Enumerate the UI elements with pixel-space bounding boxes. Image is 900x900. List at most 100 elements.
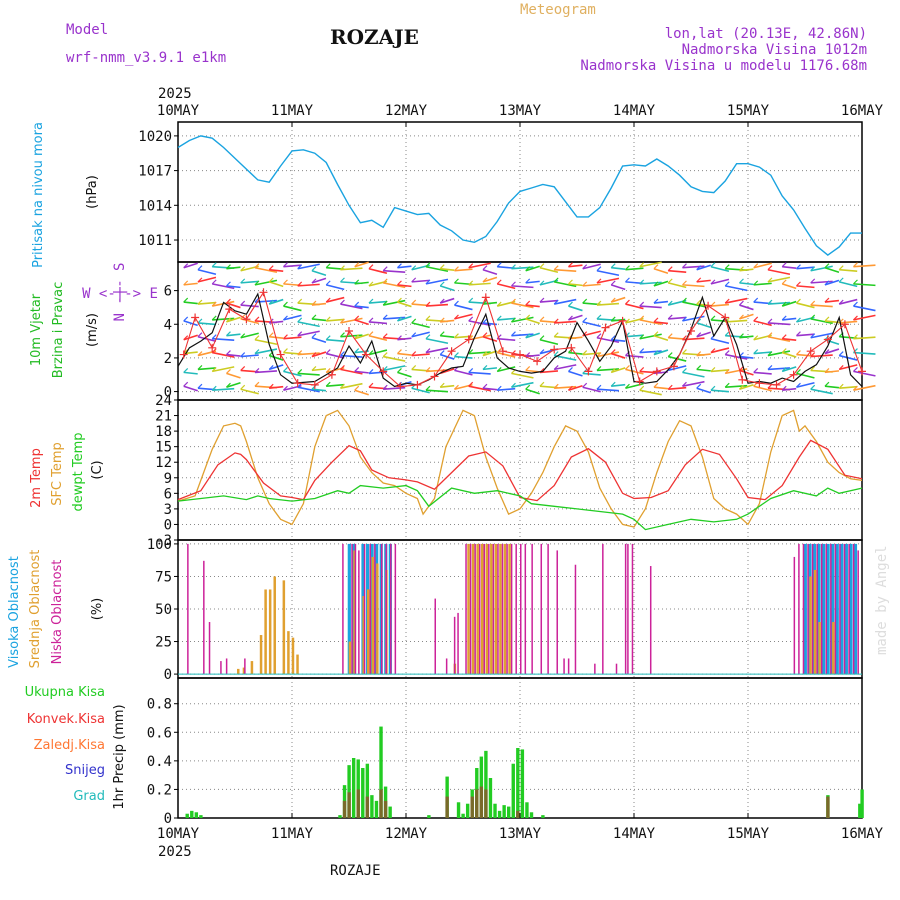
cloud-bar — [839, 543, 841, 675]
wind-arrow — [525, 332, 540, 339]
wind-arrow — [582, 321, 601, 328]
wind-arrow — [511, 372, 534, 379]
wind-arrow-head — [354, 279, 360, 285]
wind-arrow-head — [425, 348, 431, 353]
ylabel-c: (C) — [90, 460, 105, 479]
wind-arrow-head — [724, 331, 730, 337]
wind-arrow-head — [810, 266, 816, 272]
wind-arrow-head — [625, 277, 630, 283]
wind-arrow — [311, 368, 327, 372]
wind-arrow-head — [254, 349, 260, 354]
wind-arrow — [397, 337, 412, 341]
wind-arrow — [682, 371, 705, 378]
wind-arrow-head — [653, 331, 659, 337]
wind-arrow-head — [382, 266, 388, 272]
wind-arrow-head — [283, 385, 288, 391]
precip-total-bar — [860, 789, 864, 818]
ylabel-grad: Grad — [73, 789, 105, 804]
wind-arrow — [254, 348, 278, 355]
cloud-bar — [483, 543, 486, 675]
wind-arrow-head — [283, 262, 288, 268]
ylabel-wind-1: 10m Vjetar — [29, 293, 44, 366]
wind-arrow — [710, 265, 730, 273]
wind-arrow-head — [525, 266, 531, 272]
x-tick-label-top: 15MAY — [727, 103, 770, 119]
wind-arrow-head — [254, 335, 260, 341]
wind-arrow-head — [539, 381, 545, 387]
wind-arrow — [568, 264, 583, 268]
wind-arrow-head — [325, 316, 331, 322]
cloud-bar — [515, 543, 517, 675]
wind-arrow-head — [753, 316, 759, 322]
wind-arrow — [668, 316, 687, 320]
wind-arrow-head — [682, 280, 687, 286]
cloud-bar — [273, 576, 276, 675]
wind-arrow — [853, 351, 876, 355]
precip-conv-bar — [470, 796, 474, 818]
wind-arrow — [696, 331, 711, 338]
wind-arrow-head — [439, 382, 445, 388]
precip-total-bar — [525, 802, 529, 818]
wind-arrow — [625, 303, 644, 310]
wind-arrow-head — [625, 383, 630, 389]
wind-arrow-head — [667, 314, 673, 320]
wind-arrow — [824, 266, 840, 273]
wind-arrow-head — [211, 279, 217, 285]
wind-arrow-head — [610, 316, 616, 322]
wind-arrow-head — [525, 352, 531, 357]
wind-arrow — [397, 284, 412, 288]
cloud-bar — [497, 543, 499, 675]
cloud-bar — [358, 550, 360, 675]
wind-arrow-head — [625, 364, 630, 370]
cloud-bar — [531, 543, 533, 675]
wind-speed-line — [177, 292, 863, 388]
cloud-bar — [798, 543, 800, 675]
wind-gust-marker — [704, 301, 713, 310]
wind-arrow — [853, 336, 876, 340]
wind-arrow — [297, 321, 320, 328]
wind-arrow-head — [610, 381, 616, 387]
wind-arrow-head — [397, 316, 402, 322]
wind-arrow — [425, 265, 449, 273]
wind-arrow — [354, 319, 369, 326]
wind-arrow-head — [468, 349, 474, 354]
wind-arrow-head — [297, 264, 303, 270]
wind-arrow-head — [781, 385, 787, 391]
wind-arrow-head — [325, 263, 331, 269]
wind-arrow — [226, 266, 241, 270]
wind-arrow — [725, 285, 748, 292]
wind-arrow-head — [639, 348, 645, 353]
wind-arrow — [326, 338, 345, 343]
wind-arrow-head — [810, 333, 816, 339]
wind-arrow-head — [653, 350, 659, 355]
wind-arrow-head — [283, 334, 288, 340]
y-tick-label: 6 — [164, 284, 172, 300]
cloud-bar — [366, 589, 370, 675]
cloud-bar — [369, 543, 372, 675]
wind-arrow-head — [496, 279, 502, 285]
wind-arrow — [767, 335, 791, 343]
wind-arrow-head — [297, 331, 303, 337]
wind-arrow — [383, 386, 406, 391]
wind-gust-marker — [345, 327, 353, 335]
wind-arrow — [440, 267, 455, 272]
wind-gust-marker — [823, 335, 832, 344]
x-tick-label-bottom: 13MAY — [499, 826, 542, 842]
wind-arrow — [468, 371, 491, 375]
wind-arrow-head — [653, 382, 659, 388]
wind-gust-marker — [806, 347, 815, 356]
wind-arrow-head — [496, 348, 502, 353]
wind-arrow — [796, 333, 815, 337]
cloud-bar — [848, 543, 850, 675]
wind-arrow — [853, 314, 876, 321]
wind-arrow — [283, 336, 302, 340]
wind-arrow — [554, 281, 577, 288]
wind-arrow-head — [354, 315, 360, 321]
wind-arrow — [668, 282, 687, 289]
cloud-bar — [390, 543, 392, 675]
wind-arrow-head — [568, 385, 573, 391]
wind-arrow-head — [439, 264, 445, 270]
wind-arrow-head — [767, 265, 773, 271]
wind-arrow — [383, 299, 406, 306]
precip-conv-bar — [475, 789, 479, 818]
